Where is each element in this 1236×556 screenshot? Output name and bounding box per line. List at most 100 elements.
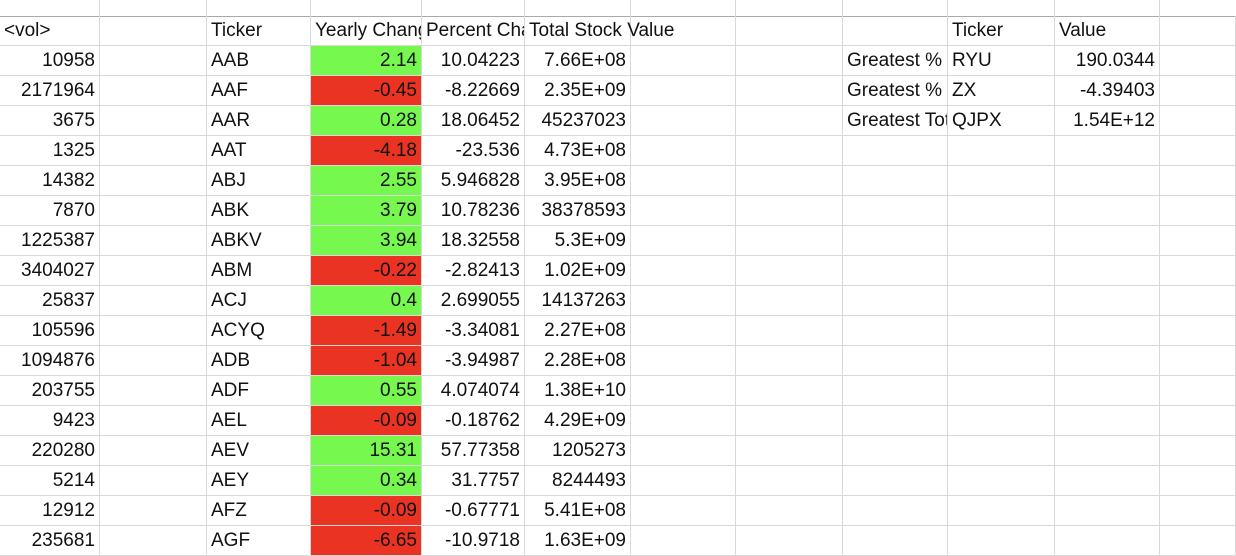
empty-cell[interactable] — [631, 466, 736, 496]
ticker-cell[interactable]: AEL — [207, 406, 311, 436]
total-stock-value-cell[interactable]: 4.29E+09 — [525, 406, 631, 436]
empty-cell[interactable] — [736, 346, 843, 376]
ticker-cell[interactable]: AFZ — [207, 496, 311, 526]
yearly-change-cell[interactable]: 3.94 — [311, 226, 422, 256]
empty-cell[interactable] — [100, 136, 207, 166]
total-stock-value-cell[interactable]: 2.28E+08 — [525, 346, 631, 376]
total-stock-value-cell[interactable]: 5.3E+09 — [525, 226, 631, 256]
empty-cell[interactable] — [736, 106, 843, 136]
empty-cell[interactable] — [736, 406, 843, 436]
empty-cell[interactable] — [843, 16, 948, 46]
empty-cell[interactable] — [843, 286, 948, 316]
empty-cell[interactable] — [1160, 286, 1236, 316]
total-stock-value-cell[interactable]: 14137263 — [525, 286, 631, 316]
percent-change-cell[interactable]: -3.94987 — [422, 346, 525, 376]
yearly-change-cell[interactable]: -0.09 — [311, 496, 422, 526]
yearly-change-cell[interactable]: -6.65 — [311, 526, 422, 556]
vol-cell[interactable]: 105596 — [0, 316, 100, 346]
empty-cell[interactable] — [1160, 196, 1236, 226]
empty-cell[interactable] — [948, 436, 1055, 466]
summary-ticker-cell[interactable]: ZX — [948, 76, 1055, 106]
total-stock-value-cell[interactable]: 2.35E+09 — [525, 76, 631, 106]
empty-cell[interactable] — [100, 106, 207, 136]
empty-cell[interactable] — [1160, 136, 1236, 166]
empty-cell[interactable] — [100, 16, 207, 46]
empty-cell[interactable] — [1160, 346, 1236, 376]
vol-cell[interactable]: 14382 — [0, 166, 100, 196]
header-vol[interactable]: <vol> — [0, 16, 100, 46]
empty-cell[interactable] — [631, 106, 736, 136]
empty-cell[interactable] — [631, 136, 736, 166]
vol-cell[interactable]: 25837 — [0, 286, 100, 316]
ticker-cell[interactable]: ABKV — [207, 226, 311, 256]
ticker-cell[interactable]: ACJ — [207, 286, 311, 316]
empty-cell[interactable] — [1055, 256, 1160, 286]
ticker-cell[interactable]: AAF — [207, 76, 311, 106]
percent-change-cell[interactable]: 5.946828 — [422, 166, 525, 196]
vol-cell[interactable]: 10958 — [0, 46, 100, 76]
vol-cell[interactable]: 1225387 — [0, 226, 100, 256]
empty-cell[interactable] — [100, 256, 207, 286]
summary-value-cell[interactable]: -4.39403 — [1055, 76, 1160, 106]
percent-change-cell[interactable]: -2.82413 — [422, 256, 525, 286]
empty-cell[interactable] — [631, 316, 736, 346]
empty-cell[interactable] — [100, 76, 207, 106]
ticker-cell[interactable]: ABK — [207, 196, 311, 226]
empty-cell[interactable] — [1160, 106, 1236, 136]
empty-cell[interactable] — [631, 226, 736, 256]
empty-cell[interactable] — [736, 496, 843, 526]
ticker-cell[interactable]: AEV — [207, 436, 311, 466]
empty-cell[interactable] — [843, 526, 948, 556]
percent-change-cell[interactable]: 4.074074 — [422, 376, 525, 406]
empty-cell[interactable] — [1160, 16, 1236, 46]
empty-cell[interactable] — [843, 406, 948, 436]
ticker-cell[interactable]: ACYQ — [207, 316, 311, 346]
empty-cell[interactable] — [1160, 46, 1236, 76]
vol-cell[interactable]: 7870 — [0, 196, 100, 226]
yearly-change-cell[interactable]: -1.49 — [311, 316, 422, 346]
empty-cell[interactable] — [100, 196, 207, 226]
yearly-change-cell[interactable]: -0.09 — [311, 406, 422, 436]
summary-ticker-cell[interactable]: QJPX — [948, 106, 1055, 136]
empty-cell[interactable] — [100, 166, 207, 196]
empty-cell[interactable] — [631, 436, 736, 466]
empty-cell[interactable] — [1055, 346, 1160, 376]
total-stock-value-cell[interactable]: 7.66E+08 — [525, 46, 631, 76]
empty-cell[interactable] — [1055, 196, 1160, 226]
empty-cell[interactable] — [736, 226, 843, 256]
empty-cell[interactable] — [631, 286, 736, 316]
total-stock-value-cell[interactable]: 8244493 — [525, 466, 631, 496]
empty-cell[interactable] — [948, 346, 1055, 376]
percent-change-cell[interactable]: 10.78236 — [422, 196, 525, 226]
vol-cell[interactable]: 5214 — [0, 466, 100, 496]
empty-cell[interactable] — [631, 256, 736, 286]
percent-change-cell[interactable]: -10.9718 — [422, 526, 525, 556]
summary-label-cell[interactable]: Greatest Total Volume — [843, 106, 948, 136]
vol-cell[interactable]: 12912 — [0, 496, 100, 526]
empty-cell[interactable] — [948, 166, 1055, 196]
empty-cell[interactable] — [1160, 526, 1236, 556]
ticker-cell[interactable]: AGF — [207, 526, 311, 556]
empty-cell[interactable] — [948, 526, 1055, 556]
percent-change-cell[interactable]: -0.67771 — [422, 496, 525, 526]
empty-cell[interactable] — [1055, 496, 1160, 526]
empty-cell[interactable] — [100, 406, 207, 436]
total-stock-value-cell[interactable]: 5.41E+08 — [525, 496, 631, 526]
total-stock-value-cell[interactable]: 1.02E+09 — [525, 256, 631, 286]
empty-cell[interactable] — [100, 526, 207, 556]
empty-cell[interactable] — [1055, 406, 1160, 436]
percent-change-cell[interactable]: 2.699055 — [422, 286, 525, 316]
empty-cell[interactable] — [736, 286, 843, 316]
empty-cell[interactable] — [736, 316, 843, 346]
empty-cell[interactable] — [736, 466, 843, 496]
empty-cell[interactable] — [843, 256, 948, 286]
empty-cell[interactable] — [1055, 136, 1160, 166]
yearly-change-cell[interactable]: -1.04 — [311, 346, 422, 376]
empty-cell[interactable] — [948, 316, 1055, 346]
vol-cell[interactable]: 235681 — [0, 526, 100, 556]
summary-value-cell[interactable]: 1.54E+12 — [1055, 106, 1160, 136]
ticker-cell[interactable]: ADB — [207, 346, 311, 376]
vol-cell[interactable]: 1325 — [0, 136, 100, 166]
empty-cell[interactable] — [100, 376, 207, 406]
total-stock-value-cell[interactable]: 3.95E+08 — [525, 166, 631, 196]
